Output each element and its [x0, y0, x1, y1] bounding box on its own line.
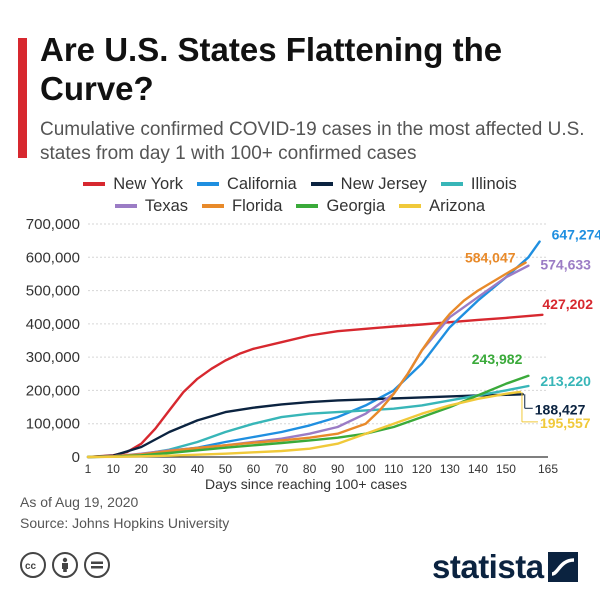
y-tick-label: 100,000	[26, 416, 80, 433]
legend-item-illinois: Illinois	[440, 174, 517, 194]
end-label-florida: 584,047	[465, 250, 516, 266]
y-tick-label: 700,000	[26, 216, 80, 233]
x-tick-label: 10	[107, 462, 121, 476]
x-tick-label: 100	[356, 462, 376, 476]
legend-item-georgia: Georgia	[296, 197, 385, 216]
statista-brand: statista	[432, 548, 578, 586]
legend-swatch	[196, 182, 219, 186]
series-line-arizona	[86, 390, 522, 459]
legend-swatch	[296, 204, 319, 208]
chart-legend: New York California New Jersey Illinois Tex…	[20, 173, 580, 217]
cc-icon: cc	[20, 552, 46, 578]
y-tick-label: 300,000	[26, 349, 80, 366]
y-tick-label: 400,000	[26, 316, 80, 333]
svg-text:cc: cc	[25, 561, 37, 571]
x-axis-label: Days since reaching 100+ cases	[205, 476, 407, 492]
series-line-california	[86, 240, 541, 459]
legend-label: Florida	[232, 196, 283, 215]
series-line-georgia	[86, 374, 530, 459]
license-icons: cc	[20, 552, 110, 578]
legend-item-texas: Texas	[114, 196, 188, 216]
x-tick-label: 80	[303, 462, 317, 476]
x-tick-label: 50	[219, 462, 233, 476]
source-note: Source: Johns Hopkins University	[20, 515, 230, 531]
series-line-florida	[86, 261, 527, 459]
x-tick-label: 60	[247, 462, 261, 476]
y-tick-label: 0	[72, 449, 80, 466]
x-tick-label: 140	[468, 462, 488, 476]
legend-item-arizona: Arizona	[399, 197, 485, 216]
by-person-icon	[52, 552, 78, 578]
x-tick-label: 165	[538, 462, 558, 476]
as-of-date: As of Aug 19, 2020	[20, 494, 139, 510]
legend-swatch	[114, 204, 137, 208]
page-subtitle: Cumulative confirmed COVID-19 cases in t…	[40, 119, 585, 164]
legend-item-new-york: New York	[83, 175, 183, 194]
legend-item-new-jersey: New Jersey	[310, 174, 427, 194]
brand-name: statista	[432, 548, 544, 585]
legend-swatch	[83, 182, 106, 186]
legend-row: Texas Florida Georgia Arizona	[20, 195, 580, 217]
legend-label: Illinois	[470, 174, 517, 193]
x-tick-label: 20	[135, 462, 149, 476]
line-chart: 0 100,000 200,000 300,000 400,000 500,000 600,…	[26, 216, 600, 492]
x-tick-label: 40	[191, 462, 205, 476]
legend-item-california: California	[196, 174, 297, 194]
y-tick-label: 600,000	[26, 249, 80, 266]
legend-label: California	[226, 174, 297, 193]
nd-equals-icon	[84, 552, 110, 578]
x-tick-label: 150	[496, 462, 516, 476]
y-tick-label: 200,000	[26, 382, 80, 399]
legend-row: New York California New Jersey Illinois	[20, 173, 580, 195]
y-tick-label: 500,000	[26, 283, 80, 300]
title-accent-bar	[18, 38, 27, 158]
legend-swatch	[399, 204, 422, 208]
legend-label: New Jersey	[340, 174, 427, 193]
legend-label: Arizona	[429, 196, 486, 215]
x-tick-label: 90	[331, 462, 345, 476]
end-label-texas: 574,633	[540, 257, 591, 273]
legend-label: Georgia	[326, 196, 386, 215]
legend-item-florida: Florida	[202, 197, 282, 216]
legend-swatch	[310, 182, 333, 186]
legend-swatch	[202, 204, 224, 208]
legend-label: New York	[113, 174, 183, 193]
statista-logo-icon	[547, 552, 578, 582]
end-label-arizona: 195,557	[540, 415, 591, 431]
end-label-california: 647,274	[552, 227, 600, 243]
page-title: Are U.S. States Flattening the Curve?	[40, 31, 503, 107]
x-tick-label: 30	[163, 462, 177, 476]
series-line-new-jersey	[86, 393, 524, 459]
end-label-georgia: 243,982	[472, 351, 523, 367]
end-label-new-york: 427,202	[542, 296, 593, 312]
x-tick-label: 70	[275, 462, 289, 476]
x-tick-label: 130	[440, 462, 460, 476]
end-label-new-jersey: 188,427	[535, 401, 586, 417]
x-tick-label: 120	[412, 462, 432, 476]
end-label-illinois: 213,220	[540, 373, 591, 389]
series-line-new-york	[86, 313, 544, 459]
x-tick-label: 1	[85, 462, 92, 476]
legend-swatch	[440, 182, 463, 186]
x-tick-label: 110	[384, 462, 403, 476]
legend-label: Texas	[144, 196, 188, 215]
